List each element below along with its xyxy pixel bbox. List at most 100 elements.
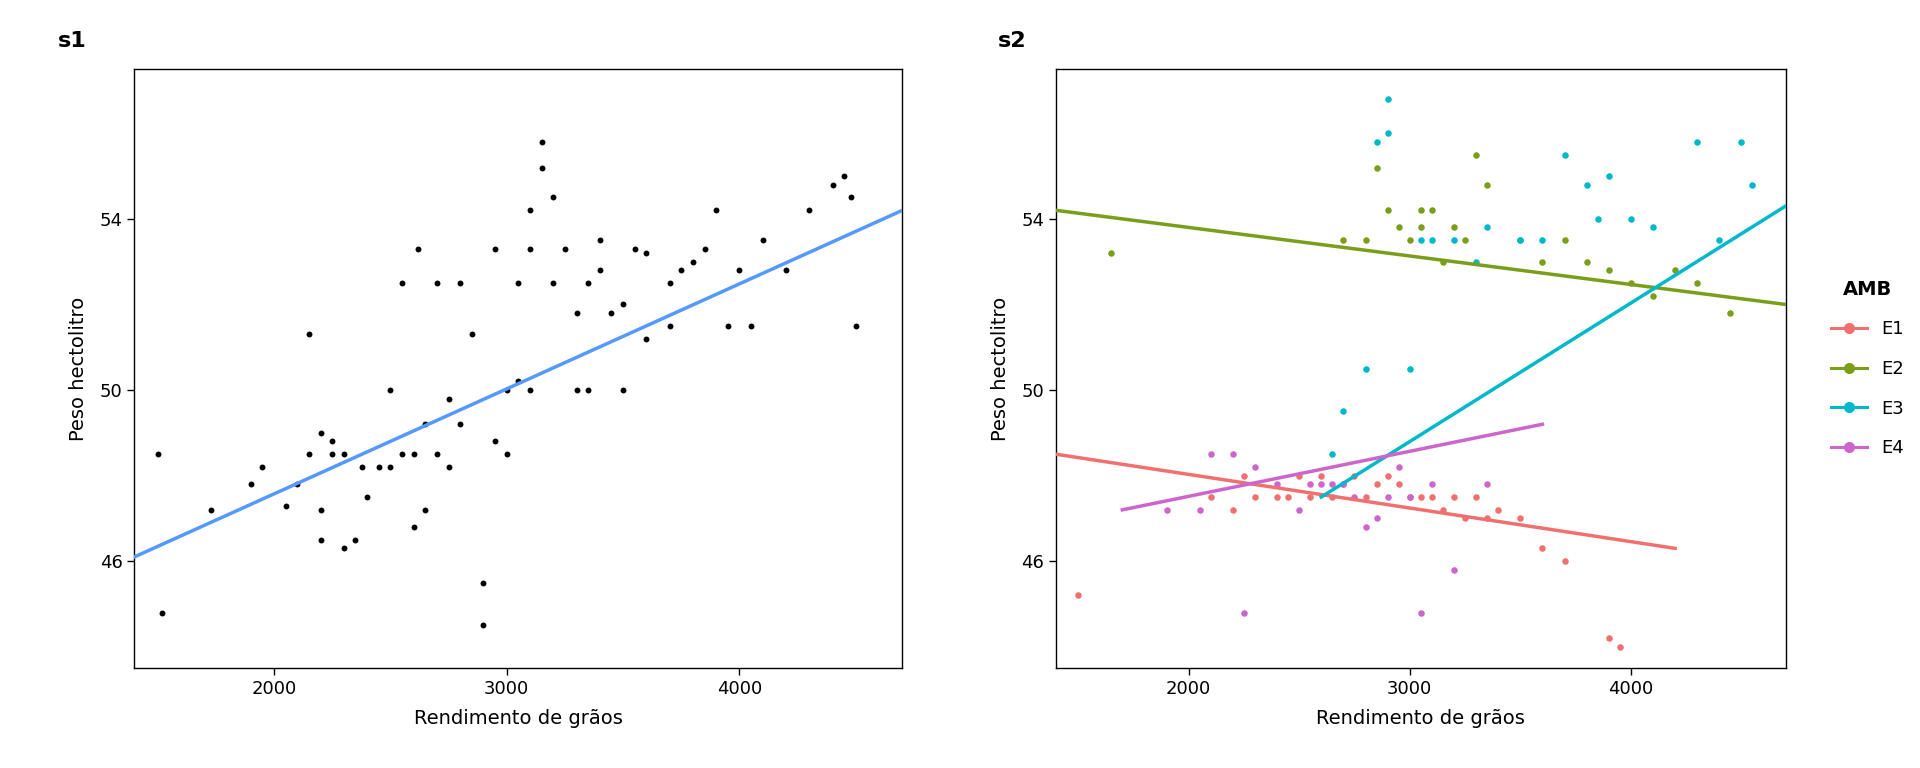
Point bbox=[1394, 491, 1425, 503]
Point bbox=[1473, 221, 1503, 233]
Point bbox=[1350, 521, 1380, 533]
Point bbox=[829, 170, 860, 182]
Point bbox=[1473, 178, 1503, 190]
Point bbox=[1461, 491, 1492, 503]
Point bbox=[538, 277, 568, 290]
Point bbox=[492, 384, 522, 396]
Point bbox=[305, 504, 336, 516]
Point bbox=[1229, 607, 1260, 619]
Point bbox=[317, 435, 348, 448]
Point bbox=[1405, 204, 1436, 217]
Point bbox=[503, 376, 534, 388]
Point bbox=[348, 461, 378, 473]
Point bbox=[1382, 221, 1413, 233]
Point bbox=[1196, 491, 1227, 503]
Point bbox=[526, 161, 557, 174]
Point bbox=[468, 619, 499, 631]
Point bbox=[1405, 607, 1436, 619]
Point bbox=[480, 435, 511, 448]
Point bbox=[655, 277, 685, 290]
Point bbox=[515, 243, 545, 255]
Point bbox=[1417, 204, 1448, 217]
Point bbox=[1482, 504, 1513, 516]
Point bbox=[1526, 234, 1557, 247]
Point bbox=[1405, 221, 1436, 233]
Point bbox=[1273, 491, 1304, 503]
Point bbox=[1306, 469, 1336, 482]
Point bbox=[1417, 491, 1448, 503]
Point bbox=[1715, 307, 1745, 319]
Point bbox=[1438, 491, 1469, 503]
Point bbox=[305, 534, 336, 546]
Point bbox=[1605, 641, 1636, 653]
Point bbox=[386, 448, 417, 460]
Point bbox=[1373, 469, 1404, 482]
Point bbox=[1505, 234, 1536, 247]
Point bbox=[1438, 234, 1469, 247]
Text: s1: s1 bbox=[58, 31, 86, 51]
Point bbox=[328, 448, 359, 460]
Point bbox=[1417, 478, 1448, 490]
Point bbox=[549, 243, 580, 255]
Point bbox=[632, 333, 662, 345]
Point bbox=[526, 136, 557, 148]
Point bbox=[818, 178, 849, 190]
Point bbox=[422, 277, 453, 290]
Point bbox=[1373, 204, 1404, 217]
Point bbox=[1726, 136, 1757, 148]
Point bbox=[1229, 469, 1260, 482]
Point bbox=[1461, 148, 1492, 161]
Point bbox=[1428, 504, 1459, 516]
Point bbox=[1450, 512, 1480, 525]
Point bbox=[1594, 264, 1624, 276]
Point bbox=[1417, 234, 1448, 247]
Point bbox=[609, 384, 639, 396]
Point bbox=[445, 418, 476, 430]
Point bbox=[340, 534, 371, 546]
Point bbox=[492, 448, 522, 460]
Point bbox=[1505, 512, 1536, 525]
Point bbox=[294, 448, 324, 460]
Point bbox=[572, 277, 603, 290]
Point bbox=[403, 243, 434, 255]
Point bbox=[503, 277, 534, 290]
Point bbox=[1582, 213, 1613, 225]
Point bbox=[271, 499, 301, 511]
Point bbox=[1659, 264, 1690, 276]
Point bbox=[480, 243, 511, 255]
Point bbox=[236, 478, 267, 490]
Point bbox=[1373, 491, 1404, 503]
Point bbox=[1329, 478, 1359, 490]
Point bbox=[1461, 256, 1492, 268]
Point bbox=[1373, 127, 1404, 140]
Point bbox=[678, 256, 708, 268]
Point bbox=[1394, 234, 1425, 247]
Point bbox=[538, 191, 568, 204]
Point bbox=[1473, 478, 1503, 490]
Point bbox=[1240, 461, 1271, 473]
Point bbox=[609, 298, 639, 310]
Point bbox=[1361, 512, 1392, 525]
Point bbox=[1549, 148, 1580, 161]
Point bbox=[397, 448, 428, 460]
Point bbox=[1329, 406, 1359, 418]
Point bbox=[572, 384, 603, 396]
Point bbox=[1382, 478, 1413, 490]
Point bbox=[434, 392, 465, 405]
X-axis label: Rendimento de grãos: Rendimento de grãos bbox=[415, 709, 622, 728]
Point bbox=[1306, 478, 1336, 490]
Point bbox=[1394, 362, 1425, 375]
Point bbox=[1317, 448, 1348, 460]
Point bbox=[1438, 564, 1469, 576]
Point bbox=[1338, 491, 1369, 503]
Point bbox=[1350, 234, 1380, 247]
Point bbox=[411, 418, 442, 430]
Point bbox=[374, 461, 405, 473]
Point bbox=[422, 448, 453, 460]
Point bbox=[1594, 632, 1624, 644]
Point bbox=[1682, 277, 1713, 290]
Point bbox=[561, 384, 591, 396]
Point bbox=[584, 234, 614, 247]
Point bbox=[317, 448, 348, 460]
Point bbox=[770, 264, 801, 276]
